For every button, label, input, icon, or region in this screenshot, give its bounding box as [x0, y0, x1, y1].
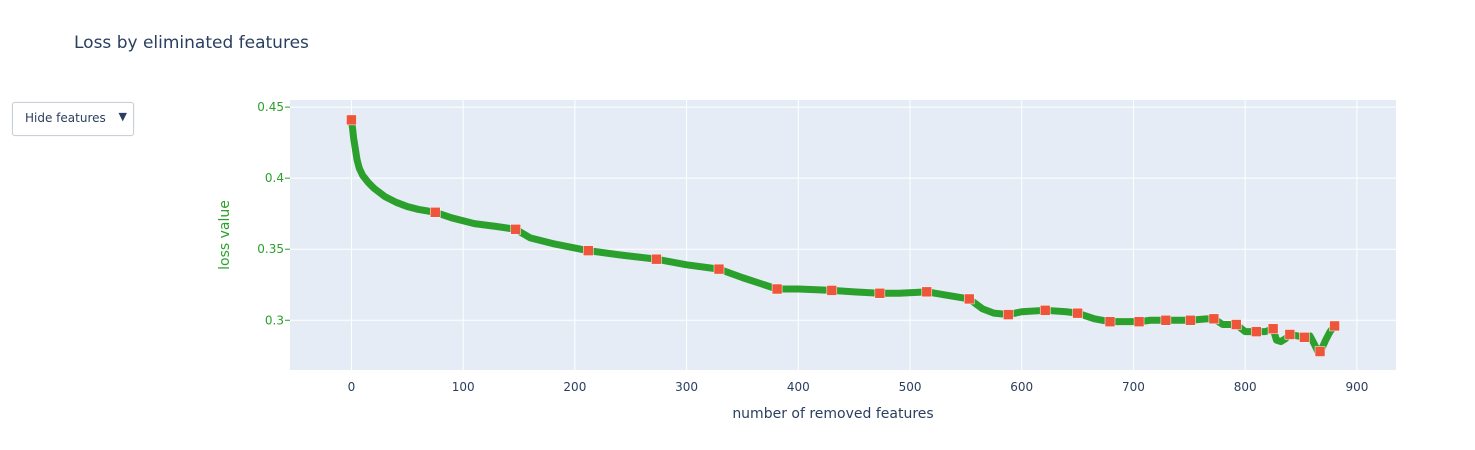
x-tick-label: 900: [1345, 380, 1368, 394]
square-marker: [1003, 309, 1014, 320]
square-marker: [1133, 316, 1145, 327]
y-tick-label: 0.3: [265, 313, 284, 327]
square-marker: [1267, 323, 1279, 335]
x-tick-label: 700: [1122, 380, 1145, 394]
square-marker: [1329, 320, 1340, 332]
data-point: [350, 135, 357, 142]
square-marker: [1299, 332, 1310, 343]
x-tick-label: 500: [899, 380, 922, 394]
y-tick-label: 0.4: [265, 171, 284, 185]
x-tick-label: 0: [348, 380, 356, 394]
data-point: [352, 149, 359, 156]
square-marker: [1039, 305, 1051, 316]
square-marker: [651, 253, 662, 265]
data-point: [359, 172, 366, 179]
y-axis-ticks: 0.3 0.35 0.4 0.45: [257, 100, 290, 327]
square-marker: [1072, 307, 1083, 319]
square-marker: [429, 207, 441, 218]
y-tick-label: 0.35: [257, 242, 284, 256]
data-point: [349, 125, 356, 132]
square-marker: [874, 288, 886, 299]
data-series: [346, 114, 1340, 357]
square-marker: [1230, 319, 1242, 330]
square-marker: [771, 283, 783, 295]
data-point: [354, 156, 361, 163]
data-point: [351, 142, 358, 149]
y-axis-title: loss value: [217, 200, 233, 270]
square-marker: [963, 293, 975, 305]
dropdown-label: Hide features: [25, 111, 106, 125]
x-tick-label: 200: [563, 380, 586, 394]
square-marker: [1251, 326, 1262, 337]
x-axis-title: number of removed features: [732, 406, 933, 422]
square-marker: [1314, 346, 1326, 357]
loss-line: [347, 116, 1339, 356]
x-tick-label: 300: [675, 380, 698, 394]
x-tick-label: 600: [1010, 380, 1033, 394]
chart-title: Loss by eliminated features: [74, 33, 309, 53]
hide-features-dropdown[interactable]: Hide features ▼: [12, 102, 134, 136]
square-marker: [1160, 315, 1172, 326]
data-point: [356, 165, 363, 172]
square-marker: [921, 286, 933, 298]
x-tick-label: 100: [452, 380, 475, 394]
square-marker: [510, 224, 521, 235]
square-marker: [1208, 313, 1220, 325]
square-marker: [1185, 315, 1196, 326]
x-axis-ticks: 0 100 200 300 400 500 600 700 800 900: [348, 380, 1369, 394]
caret-down-icon: ▼: [118, 110, 127, 123]
square-marker: [713, 263, 725, 275]
square-marker: [346, 114, 357, 126]
y-tick-label: 0.45: [257, 100, 284, 114]
x-tick-label: 800: [1234, 380, 1257, 394]
square-marker: [1104, 316, 1116, 327]
x-tick-label: 400: [787, 380, 810, 394]
square-marker: [1284, 329, 1296, 340]
square-marker: [826, 285, 838, 296]
plot-area: [290, 100, 1396, 370]
square-marker: [583, 245, 594, 256]
grid-lines: [290, 100, 1396, 370]
